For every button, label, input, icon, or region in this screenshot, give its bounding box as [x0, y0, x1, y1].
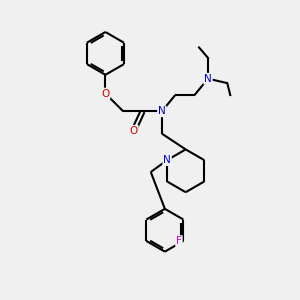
Text: N: N — [158, 106, 166, 116]
Text: N: N — [204, 74, 212, 84]
Text: F: F — [176, 236, 182, 246]
Text: O: O — [130, 126, 138, 136]
Text: O: O — [101, 88, 110, 98]
Text: N: N — [163, 155, 171, 165]
